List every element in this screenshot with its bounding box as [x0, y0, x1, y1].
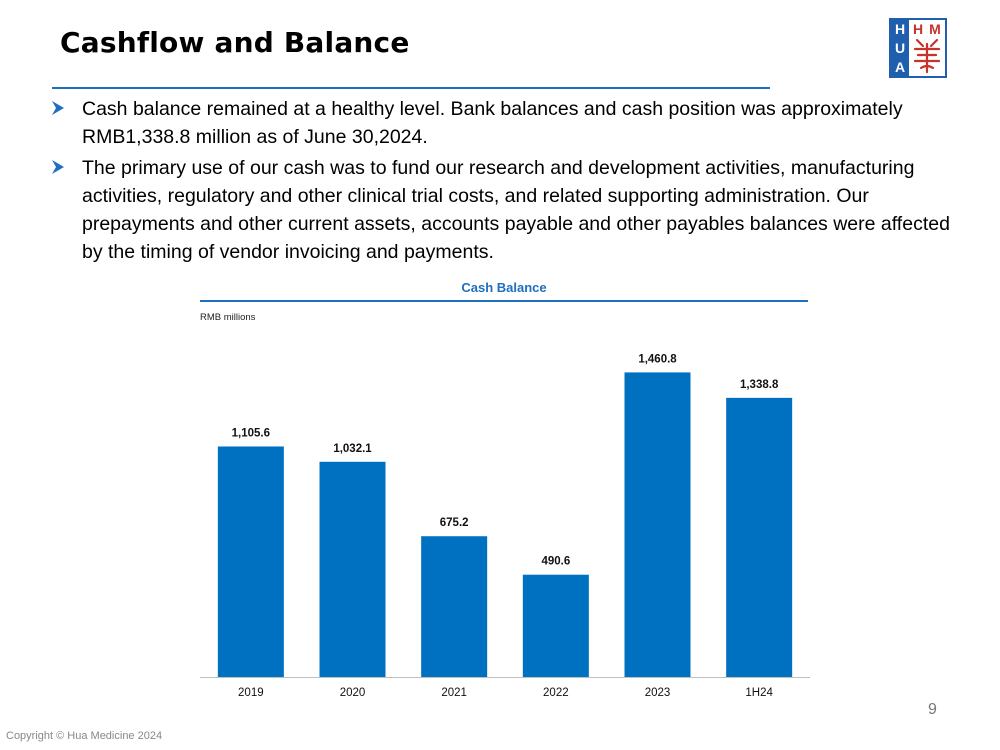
chart-unit-label: RMB millions — [200, 312, 256, 323]
bullet-text: Cash balance remained at a healthy level… — [82, 98, 903, 148]
page-title: Cashflow and Balance — [60, 26, 410, 59]
data-label-2022: 490.6 — [541, 556, 570, 568]
data-label-2019: 1,105.6 — [232, 427, 270, 439]
data-label-2023: 1,460.8 — [638, 353, 677, 365]
bar-1h24 — [726, 397, 793, 677]
title-divider — [52, 87, 770, 89]
hua-medicine-logo: H U A HM — [889, 18, 947, 78]
x-tick-label-2023: 2023 — [645, 687, 671, 699]
bullet-item: The primary use of our cash was to fund … — [50, 154, 960, 266]
logo-letter-h: H — [894, 21, 906, 38]
data-label-1h24: 1,338.8 — [740, 379, 779, 391]
bar-2020 — [319, 461, 386, 677]
bar-2019 — [217, 446, 284, 677]
logo-letter-a: A — [894, 58, 906, 75]
x-tick-label-2022: 2022 — [543, 687, 569, 699]
x-tick-label-2021: 2021 — [441, 687, 467, 699]
logo-hm-text: HM — [913, 21, 947, 37]
logo-glyph-icon — [913, 38, 941, 74]
logo-vertical-text: H U A — [891, 20, 909, 76]
bullet-list: Cash balance remained at a healthy level… — [50, 95, 960, 269]
arrowhead-bullet-icon — [52, 101, 64, 115]
x-tick-label-1h24: 1H24 — [745, 687, 773, 699]
bullet-text: The primary use of our cash was to fund … — [82, 157, 950, 263]
chart-title: Cash Balance — [461, 280, 547, 295]
x-tick-label-2020: 2020 — [340, 687, 366, 699]
arrowhead-bullet-icon — [52, 160, 64, 174]
bar-2022 — [522, 574, 589, 677]
chart-title-divider — [200, 300, 808, 302]
data-label-2020: 1,032.1 — [333, 443, 372, 455]
copyright-notice: Copyright © Hua Medicine 2024 — [6, 730, 163, 742]
bar-2021 — [421, 536, 488, 677]
bullet-item: Cash balance remained at a healthy level… — [50, 95, 960, 151]
logo-letter-u: U — [894, 39, 906, 56]
bar-2023 — [624, 372, 691, 677]
x-tick-label-2019: 2019 — [238, 687, 264, 699]
data-label-2021: 675.2 — [440, 517, 469, 529]
page-number: 9 — [928, 701, 937, 718]
